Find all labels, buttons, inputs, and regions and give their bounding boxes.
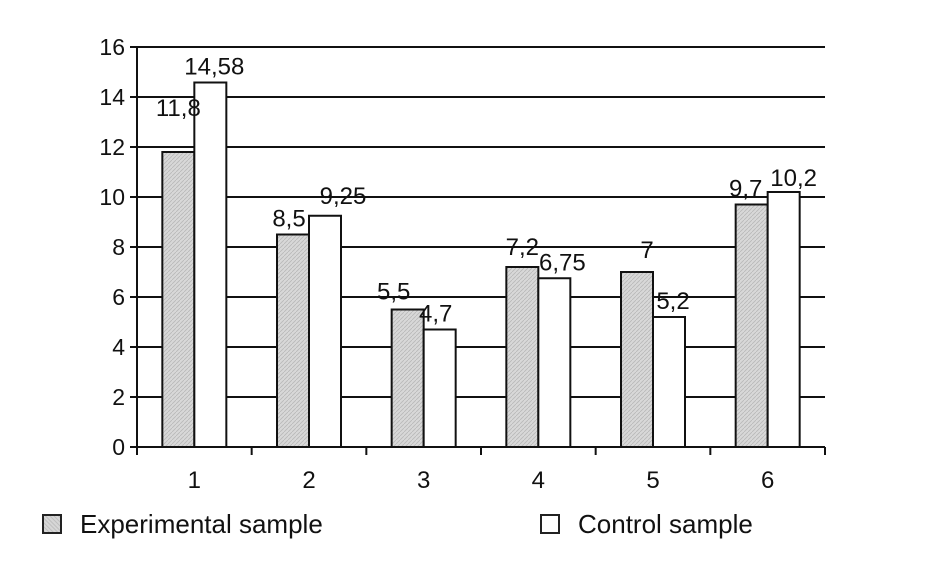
bar-control	[537, 277, 572, 448]
data-label-control: 6,75	[539, 249, 586, 276]
x-tick-label: 6	[761, 467, 774, 494]
legend-label-experimental: Experimental sample	[80, 508, 323, 539]
x-tick-label: 2	[302, 467, 315, 494]
legend-item-control: Control sample	[540, 504, 753, 544]
y-tick-label: 2	[112, 384, 125, 410]
x-tick-label: 4	[532, 467, 545, 494]
data-label-control: 5,2	[656, 288, 689, 315]
y-tick-label: 16	[99, 34, 125, 60]
legend-swatch-experimental	[42, 514, 62, 534]
data-label-experimental: 7	[640, 237, 653, 264]
data-label-control: 10,2	[770, 165, 817, 192]
data-label-experimental: 9,7	[729, 176, 762, 203]
data-label-experimental: 7,2	[506, 234, 539, 261]
data-label-experimental: 5,5	[377, 279, 410, 306]
legend-label-control: Control sample	[578, 508, 753, 539]
y-tick-label: 14	[99, 84, 125, 110]
bar-experimental	[276, 233, 310, 448]
legend-item-experimental: Experimental sample	[42, 504, 323, 544]
bar-experimental	[161, 151, 196, 448]
data-label-control: 14,58	[184, 54, 244, 81]
y-tick-label: 12	[99, 134, 125, 160]
bar-control	[308, 214, 342, 448]
bar-control	[422, 328, 457, 448]
bar-experimental	[505, 266, 540, 448]
data-label-experimental: 8,5	[272, 206, 305, 233]
legend-swatch-control	[540, 514, 560, 534]
x-tick-label: 5	[646, 467, 659, 494]
data-label-control: 4,7	[419, 301, 452, 328]
bar-control	[193, 81, 228, 448]
bar-control	[766, 191, 801, 448]
y-tick-label: 0	[112, 434, 125, 460]
y-tick-label: 4	[112, 334, 125, 360]
y-tick-label: 8	[112, 234, 125, 260]
y-tick-label: 10	[99, 184, 125, 210]
x-tick-label: 3	[417, 467, 430, 494]
bar-experimental	[734, 203, 769, 448]
x-tick-label: 1	[188, 467, 201, 494]
data-label-control: 9,25	[320, 183, 367, 210]
bar-experimental	[390, 308, 425, 448]
y-tick-label: 6	[112, 284, 125, 310]
bar-control	[652, 316, 686, 448]
data-label-experimental: 11,8	[156, 95, 201, 122]
bar-experimental	[620, 271, 654, 448]
